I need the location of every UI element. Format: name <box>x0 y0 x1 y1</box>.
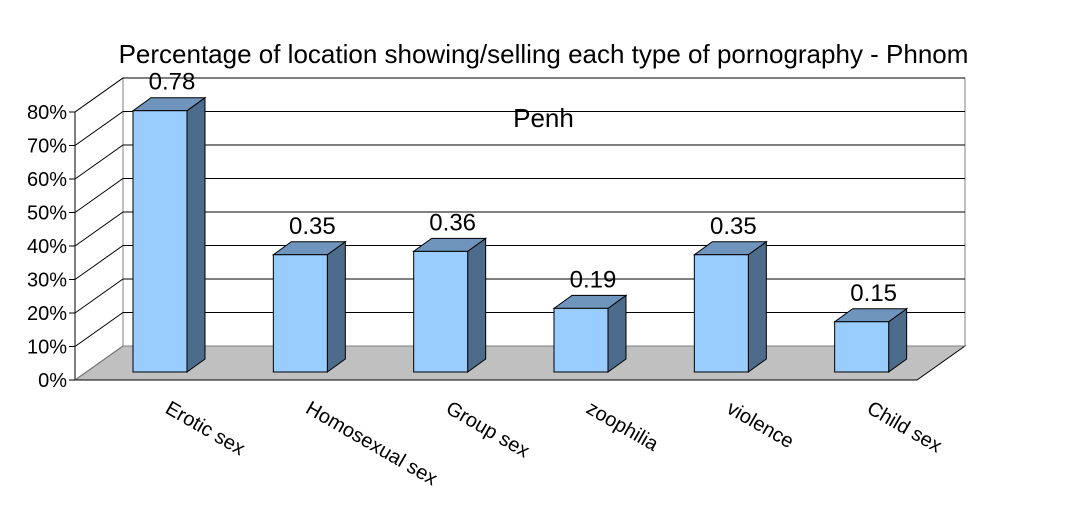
bar-side <box>186 96 206 373</box>
bar-side <box>747 240 767 373</box>
data-label: 0.35 <box>289 213 336 240</box>
y-tick-label: 80% <box>27 102 67 124</box>
y-tick-label: 0% <box>38 370 67 392</box>
gridline <box>74 312 965 347</box>
chart-title: Percentage of location showing/selling e… <box>0 6 1087 166</box>
gridline <box>74 245 965 280</box>
bar <box>552 294 628 373</box>
y-tick-label: 30% <box>27 270 67 292</box>
bar-side <box>326 240 346 373</box>
chart-title-line-1: Percentage of location showing/selling e… <box>118 39 969 69</box>
data-label: 0.78 <box>149 69 196 96</box>
category-label: Erotic sex <box>162 397 249 460</box>
bar-front <box>272 254 328 373</box>
category-label: Homosexual sex <box>302 397 441 490</box>
bars <box>131 96 909 373</box>
y-tick-label: 50% <box>27 203 67 225</box>
y-tick-label: 20% <box>27 303 67 325</box>
chart-walls <box>73 77 967 381</box>
category-label: Group sex <box>442 397 533 462</box>
gridline <box>74 111 965 146</box>
data-labels: 0.78 0.35 0.36 0.19 0.35 0.15 <box>149 69 897 307</box>
gridline <box>74 278 965 314</box>
gridline <box>74 178 965 213</box>
chart-floor <box>73 345 967 381</box>
chart-title-line-2: Penh <box>513 103 574 133</box>
data-label: 0.36 <box>429 209 476 236</box>
y-tick-label: 70% <box>27 136 67 158</box>
bar <box>833 307 909 373</box>
bar-front <box>132 110 188 373</box>
data-label: 0.35 <box>710 213 757 240</box>
gridline <box>74 211 965 247</box>
category-label: Child sex <box>863 397 945 457</box>
y-tick-label: 10% <box>27 337 67 359</box>
data-label: 0.19 <box>570 266 617 293</box>
gridlines <box>74 77 965 347</box>
bar <box>131 96 207 373</box>
bar <box>692 240 768 373</box>
gridline <box>74 144 965 180</box>
category-label: zoophilia <box>583 397 663 456</box>
data-label: 0.15 <box>850 280 897 307</box>
category-label: violence <box>723 397 798 453</box>
category-labels: Erotic sex Homosexual sex Group sex zoophil… <box>162 397 946 490</box>
y-tick-label: 40% <box>27 236 67 258</box>
bar-front <box>834 321 890 373</box>
bar-front <box>553 307 609 373</box>
bar-front <box>693 254 749 373</box>
bar-side <box>467 237 487 373</box>
bar <box>412 237 488 373</box>
gridline <box>74 77 965 113</box>
y-axis-ticks: 0% 10% 20% 30% 40% 50% 60% 70% 80% <box>27 102 76 392</box>
y-tick-label: 60% <box>27 169 67 191</box>
bar-front <box>413 250 469 373</box>
bar <box>271 240 347 373</box>
